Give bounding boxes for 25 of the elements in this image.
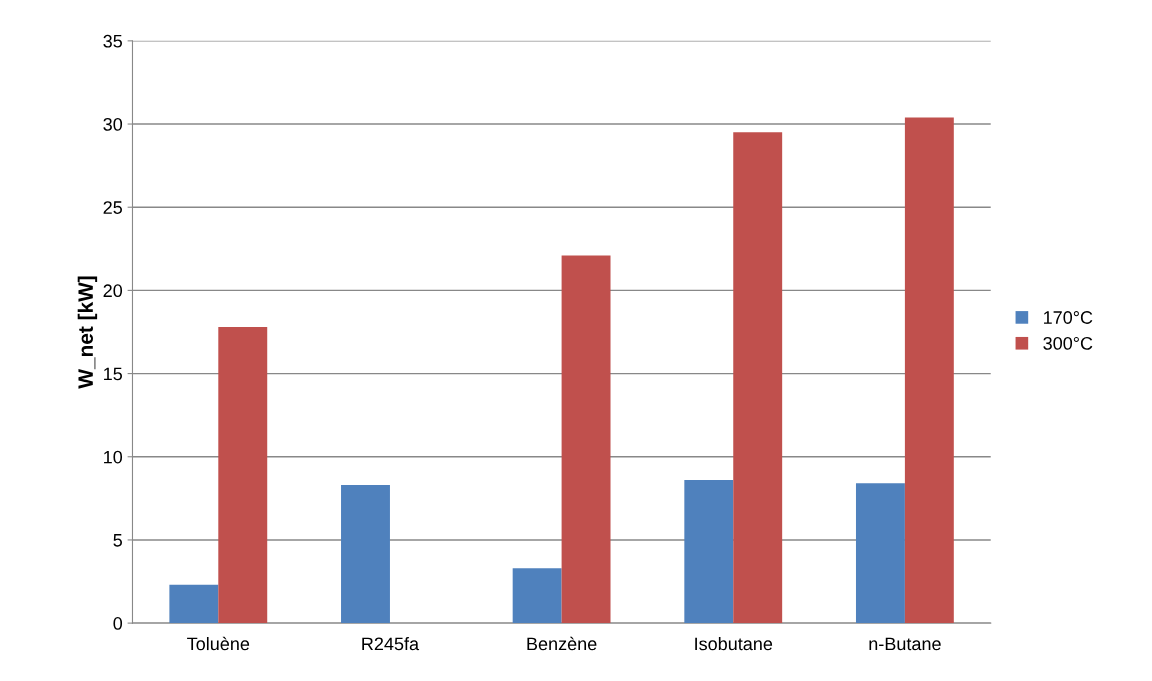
bar [169,584,219,624]
y-tick-label: 25 [103,201,122,214]
bar [561,255,611,624]
x-tick-label: Benzène [527,636,597,651]
y-tick-label: 10 [104,450,123,464]
x-tick-label: Isobutane [695,637,773,651]
y-tick-label: 15 [104,367,122,381]
y-axis-title: W_net [kW] [77,276,98,389]
bar [733,132,783,624]
legend-label: 170°C [1044,311,1093,324]
y-tick-label: 0 [113,617,123,630]
bar [341,485,390,624]
legend-label: 300°C [1043,336,1093,350]
y-tick-label: 5 [113,534,122,547]
x-tick-label: n-Butane [869,637,941,651]
bar [904,117,954,624]
y-tick-label: 30 [103,117,123,131]
x-tick-label: R245fa [362,637,420,651]
bar [855,483,905,624]
y-tick-label: 20 [103,284,123,298]
bar [684,480,734,624]
x-tick-label: Toluène [187,636,250,651]
y-tick-label: 35 [103,34,122,48]
bar [218,327,268,624]
bar [512,568,562,624]
